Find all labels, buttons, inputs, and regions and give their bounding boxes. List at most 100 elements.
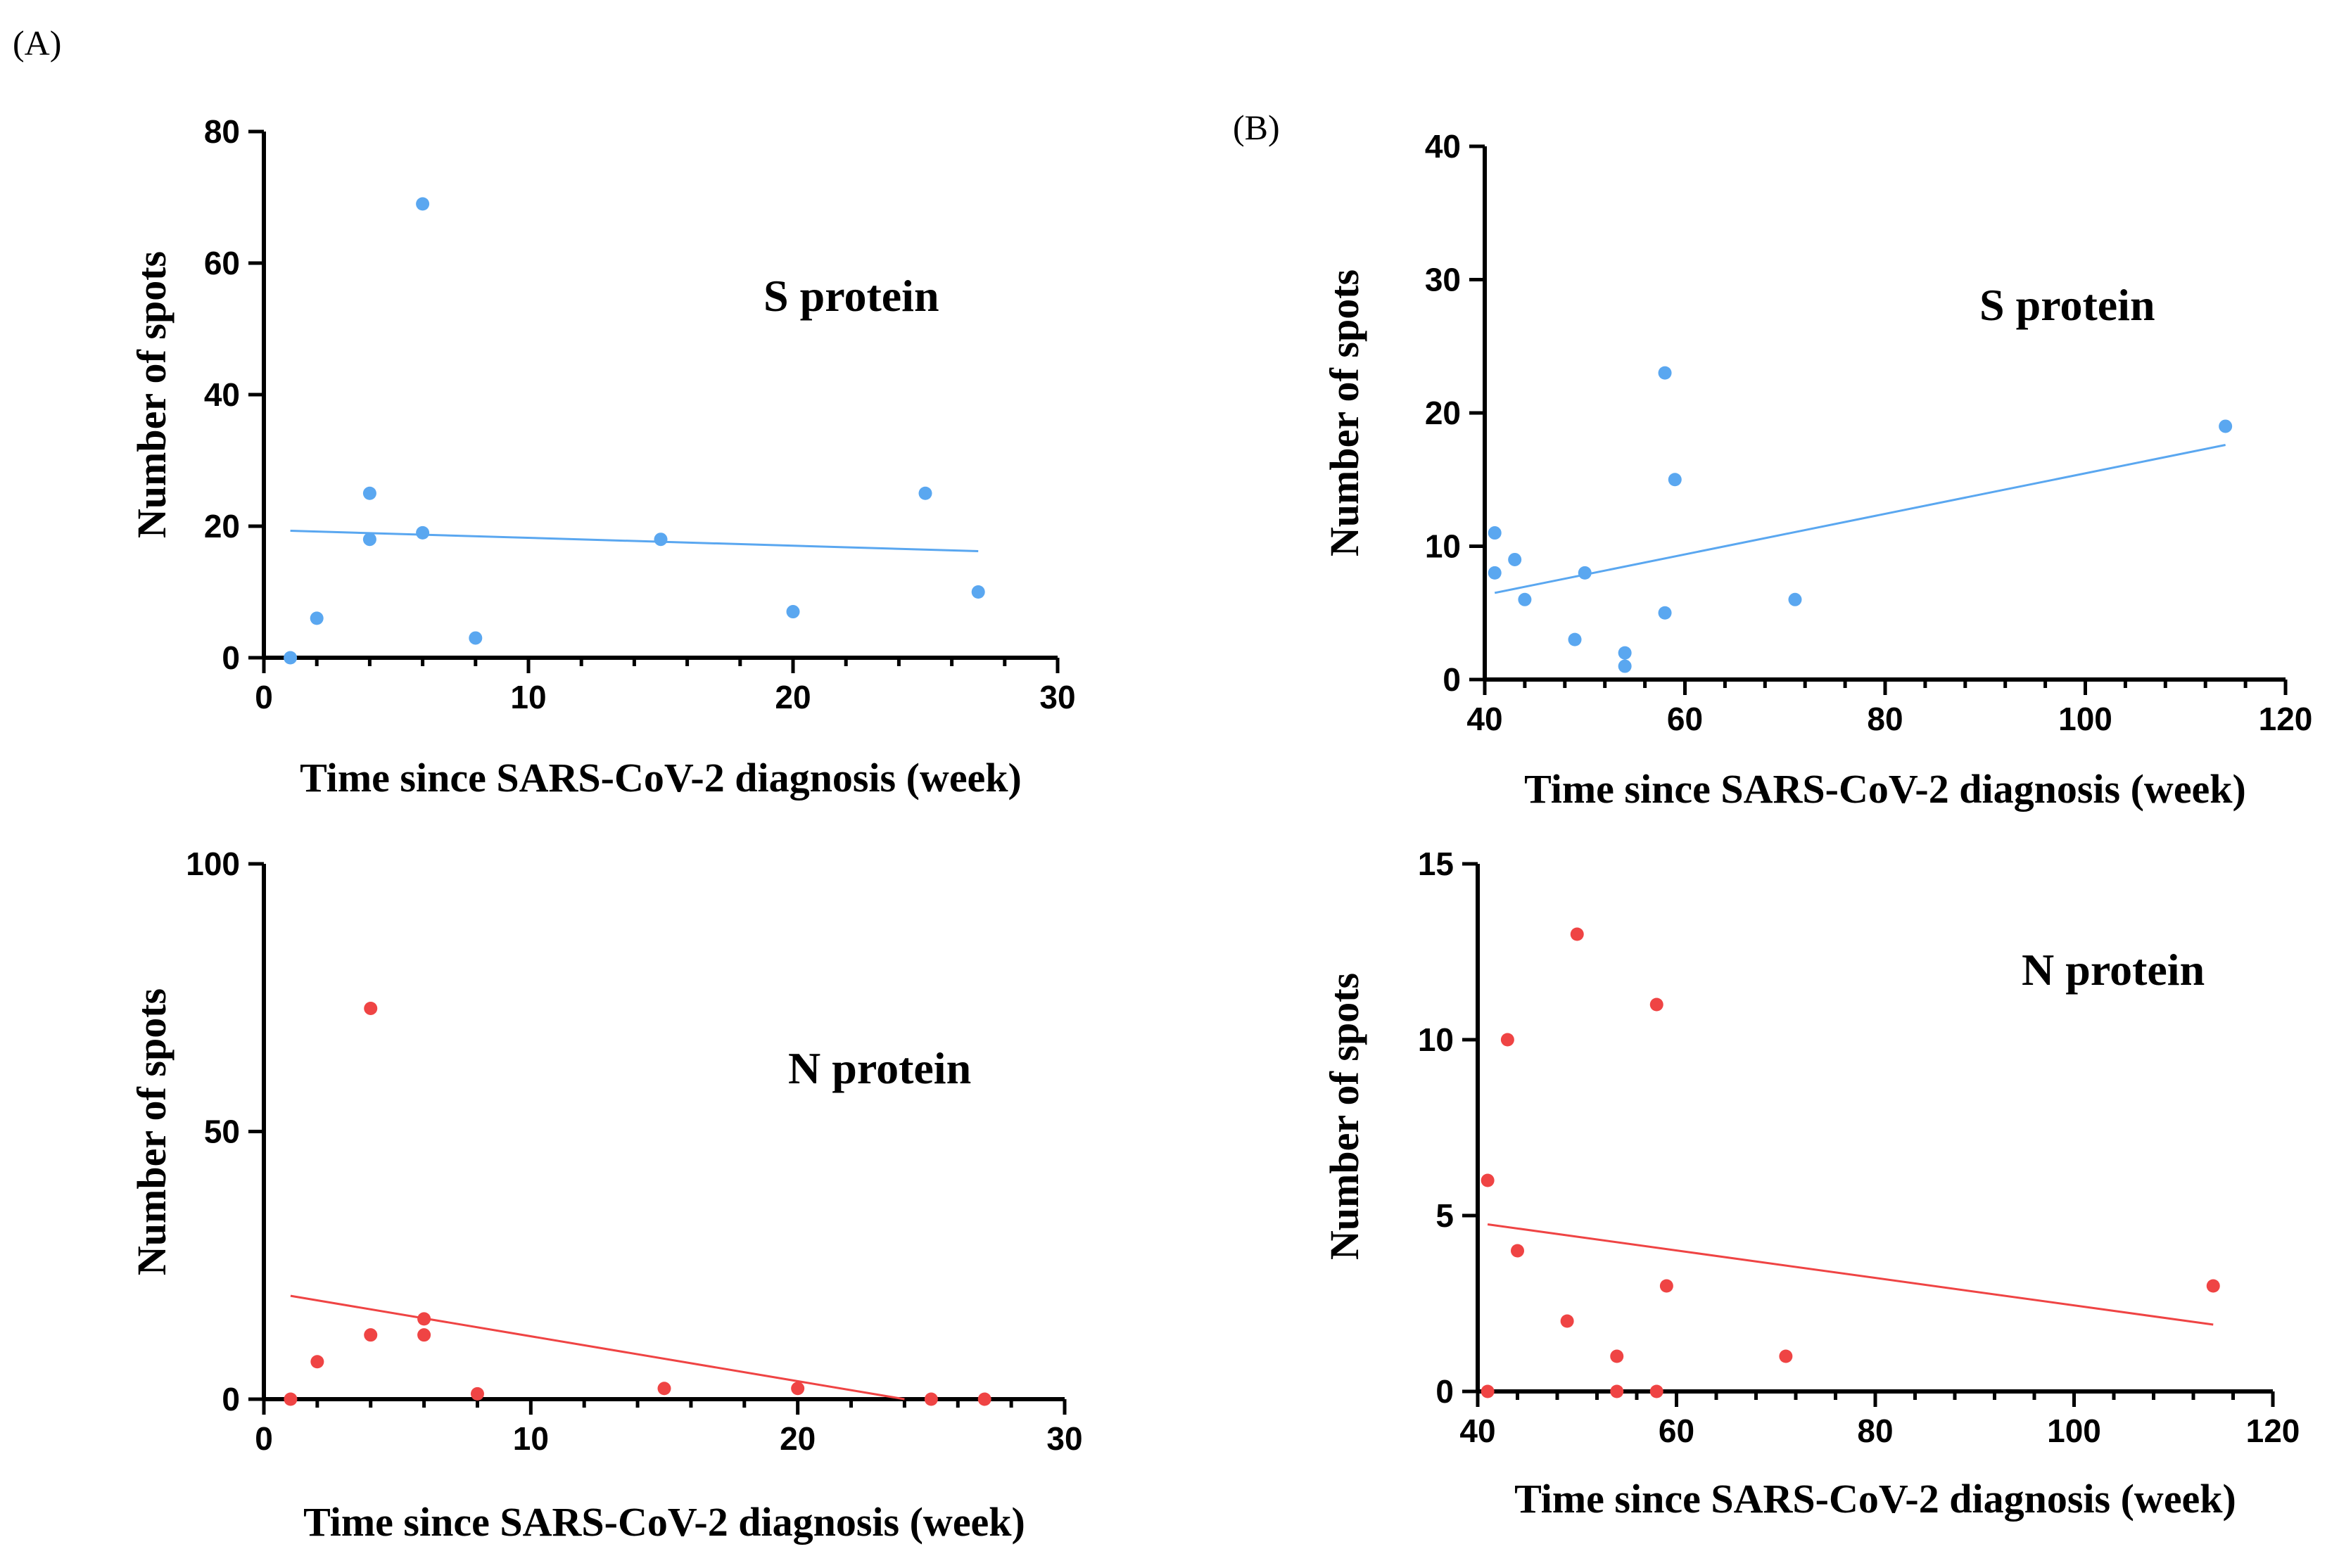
data-point xyxy=(417,1312,431,1326)
data-point xyxy=(362,533,376,547)
y-tick-label: 80 xyxy=(204,113,240,150)
data-point xyxy=(364,1328,378,1342)
x-tick-label: 10 xyxy=(513,1420,549,1457)
data-point xyxy=(1500,1033,1514,1047)
data-point xyxy=(2206,1279,2220,1293)
y-axis-title: Number of spots xyxy=(1321,269,1367,556)
chart-b-s: 40 60 80 100 120 0 10 20 30 40 Time since SARS-CoV… xyxy=(1321,128,2312,812)
chart-a-s: 0 10 20 30 0 20 40 60 80 Time since SARS-CoV-2 di… xyxy=(129,113,1076,801)
data-point xyxy=(284,1392,298,1406)
x-tick-label: 30 xyxy=(1046,1420,1082,1457)
x-tick-label: 30 xyxy=(1039,679,1075,715)
data-point xyxy=(469,631,483,645)
x-tick-label: 100 xyxy=(2058,701,2112,737)
data-point xyxy=(1649,1384,1663,1398)
x-tick-label: 0 xyxy=(255,679,273,715)
data-point xyxy=(1511,1244,1524,1258)
data-point xyxy=(1610,1384,1624,1398)
y-tick-label: 20 xyxy=(204,508,240,544)
y-tick-label: 30 xyxy=(1425,262,1461,298)
data-point xyxy=(416,525,430,540)
x-tick-label: 20 xyxy=(780,1420,816,1457)
data-point xyxy=(791,1382,805,1396)
data-point xyxy=(1481,1173,1495,1187)
y-tick-label: 0 xyxy=(1435,1373,1454,1410)
data-point xyxy=(362,486,376,500)
x-tick-label: 10 xyxy=(510,679,546,715)
data-point xyxy=(1649,997,1663,1012)
data-point xyxy=(310,611,324,625)
y-tick-label: 10 xyxy=(1425,528,1461,565)
chart-a-n: 0 10 20 30 0 50 100 Time since SARS-CoV-2 diagn… xyxy=(129,846,1083,1545)
data-point xyxy=(1560,1314,1574,1328)
x-tick-label: 120 xyxy=(2259,701,2313,737)
chart-title: N protein xyxy=(2022,945,2205,995)
panel-label-b: (B) xyxy=(1233,108,1280,147)
data-point xyxy=(284,651,298,665)
x-tick-label: 20 xyxy=(775,679,811,715)
data-point xyxy=(1659,1279,1673,1293)
x-tick-label: 40 xyxy=(1466,701,1502,737)
data-point xyxy=(918,486,932,500)
y-tick-label: 0 xyxy=(222,1381,240,1417)
y-tick-label: 60 xyxy=(204,245,240,281)
chart-title: S protein xyxy=(1979,280,2155,330)
chart-title: N protein xyxy=(788,1043,971,1093)
data-point xyxy=(2219,419,2233,433)
x-axis-title: Time since SARS-CoV-2 diagnosis (week) xyxy=(303,1499,1025,1545)
x-axis-title: Time since SARS-CoV-2 diagnosis (week) xyxy=(1514,1476,2236,1522)
data-point xyxy=(364,1001,378,1015)
chart-b-n: 40 60 80 100 120 0 5 10 15 Time since SARS-CoV-2 … xyxy=(1321,846,2300,1522)
data-point xyxy=(470,1387,484,1401)
x-tick-label: 0 xyxy=(255,1420,273,1457)
y-axis-title: Number of spots xyxy=(1321,973,1367,1260)
data-point xyxy=(1481,1384,1495,1398)
y-tick-label: 40 xyxy=(1425,128,1461,165)
data-point xyxy=(1488,566,1502,580)
data-point xyxy=(417,1328,431,1342)
data-point xyxy=(1610,1349,1624,1363)
y-tick-label: 15 xyxy=(1418,846,1454,882)
data-point xyxy=(786,605,800,619)
y-axis-title: Number of spots xyxy=(129,988,175,1275)
y-tick-label: 40 xyxy=(204,376,240,413)
data-point xyxy=(1508,552,1522,566)
data-point xyxy=(654,533,668,547)
data-point xyxy=(310,1355,324,1369)
data-point xyxy=(1578,566,1592,580)
data-point xyxy=(924,1392,938,1406)
x-tick-label: 60 xyxy=(1667,701,1703,737)
panel-label-a: (A) xyxy=(13,23,61,63)
data-point xyxy=(1568,632,1582,646)
y-tick-label: 0 xyxy=(1443,661,1461,698)
data-point xyxy=(1618,659,1632,673)
x-axis-title: Time since SARS-CoV-2 diagnosis (week) xyxy=(300,755,1022,801)
data-point xyxy=(1658,606,1672,620)
y-tick-label: 10 xyxy=(1418,1021,1454,1058)
y-tick-label: 20 xyxy=(1425,395,1461,431)
data-point xyxy=(1779,1349,1793,1363)
data-point xyxy=(1488,526,1502,540)
y-tick-label: 100 xyxy=(186,846,240,882)
y-tick-label: 50 xyxy=(204,1114,240,1150)
x-tick-label: 80 xyxy=(1857,1413,1893,1449)
data-point xyxy=(416,197,430,211)
fit-line xyxy=(290,1294,905,1401)
data-point xyxy=(1668,473,1682,487)
data-point xyxy=(1618,646,1632,660)
y-axis-title: Number of spots xyxy=(129,251,175,538)
data-point xyxy=(971,585,985,599)
y-tick-label: 5 xyxy=(1435,1197,1454,1234)
x-tick-label: 40 xyxy=(1459,1413,1495,1449)
data-point xyxy=(977,1392,991,1406)
data-point xyxy=(1788,592,1802,606)
chart-title: S protein xyxy=(763,271,939,321)
x-tick-label: 120 xyxy=(2246,1413,2300,1449)
fit-line xyxy=(1487,1223,2214,1326)
x-tick-label: 100 xyxy=(2047,1413,2101,1449)
fit-line xyxy=(1494,444,2226,594)
charts-container: 0 10 20 30 0 20 40 60 80 Time since SARS-CoV-2 di… xyxy=(129,113,2312,1545)
data-point xyxy=(1518,592,1532,606)
data-point xyxy=(657,1382,671,1396)
data-point xyxy=(1570,927,1584,941)
